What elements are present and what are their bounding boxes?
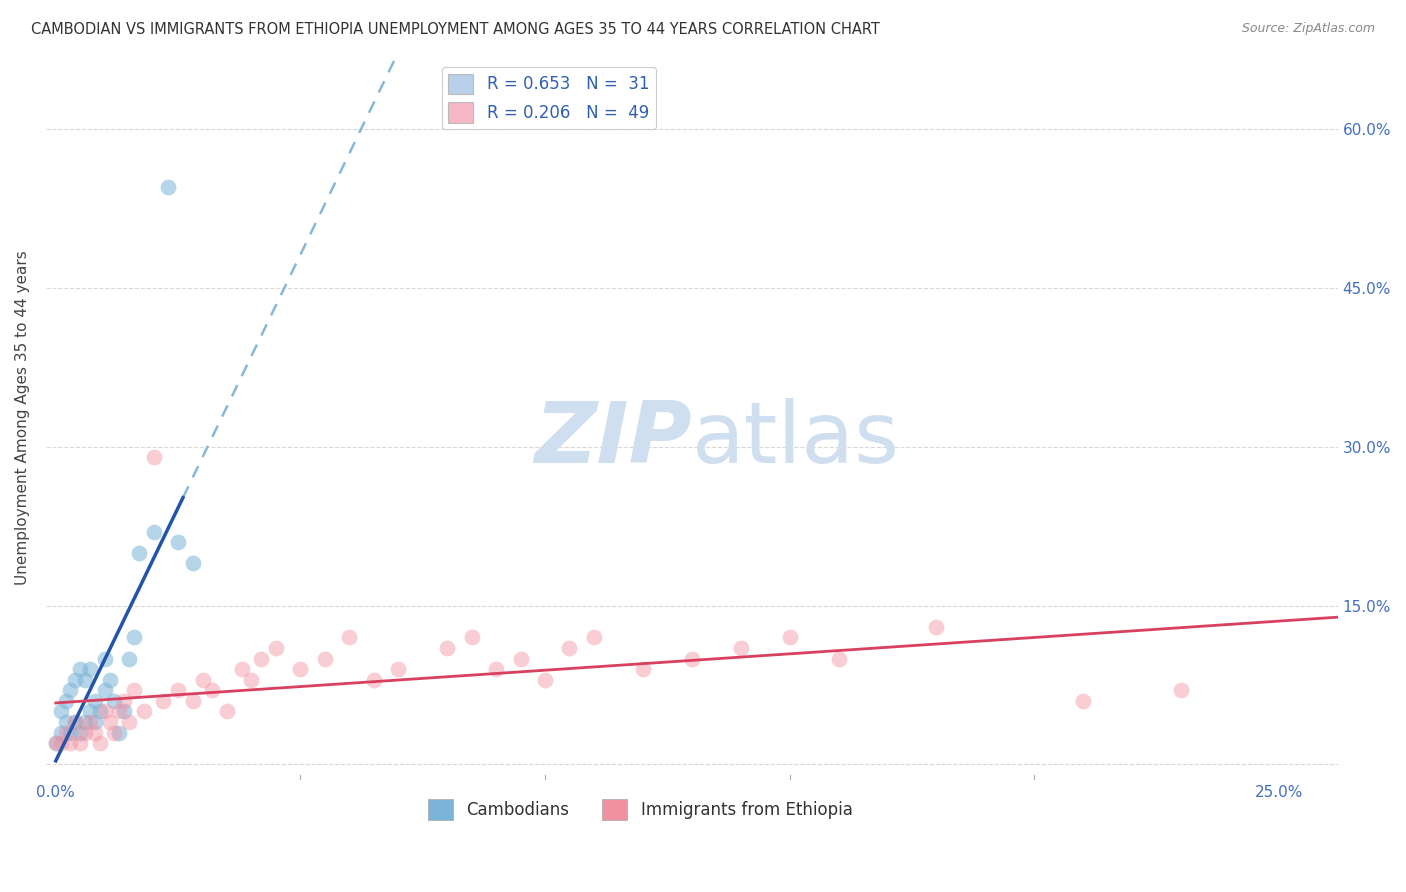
Text: Source: ZipAtlas.com: Source: ZipAtlas.com (1241, 22, 1375, 36)
Point (69, 725, 91, 739)
Point (108, 705, 131, 719)
Point (1170, 683, 1192, 698)
Point (534, 673, 557, 687)
Point (250, 651, 273, 665)
Point (337, 631, 360, 645)
Point (55, 694, 77, 708)
Point (59, 725, 82, 739)
Point (122, 631, 145, 645)
Point (45, 736, 67, 750)
Point (93, 683, 115, 698)
Text: atlas: atlas (692, 398, 900, 481)
Point (75, 715, 97, 730)
Point (75, 725, 97, 739)
Point (191, 673, 214, 687)
Point (89, 705, 111, 719)
Y-axis label: Unemployment Among Ages 35 to 44 years: Unemployment Among Ages 35 to 44 years (15, 251, 30, 585)
Point (93, 705, 115, 719)
Point (79, 715, 101, 730)
Point (55, 715, 77, 730)
Point (65, 673, 87, 687)
Point (65, 715, 87, 730)
Text: CAMBODIAN VS IMMIGRANTS FROM ETHIOPIA UNEMPLOYMENT AMONG AGES 35 TO 44 YEARS COR: CAMBODIAN VS IMMIGRANTS FROM ETHIOPIA UN… (31, 22, 880, 37)
Point (436, 640, 458, 655)
Point (681, 651, 703, 665)
Point (363, 673, 385, 687)
Point (142, 450, 165, 465)
Point (98, 715, 121, 730)
Text: ZIP: ZIP (534, 398, 692, 481)
Point (314, 651, 336, 665)
Point (112, 694, 135, 708)
Point (103, 694, 125, 708)
Point (485, 662, 508, 676)
Point (582, 631, 605, 645)
Point (460, 631, 482, 645)
Point (631, 662, 654, 676)
Point (925, 620, 948, 634)
Point (827, 651, 849, 665)
Point (98, 673, 121, 687)
Point (181, 694, 204, 708)
Point (108, 725, 131, 739)
Point (157, 180, 180, 194)
Point (49, 736, 72, 750)
Point (167, 683, 190, 698)
Point (65, 715, 87, 730)
Point (122, 683, 145, 698)
Point (83, 694, 105, 708)
Point (45, 736, 67, 750)
Point (142, 524, 165, 539)
Point (93, 651, 115, 665)
Point (103, 725, 125, 739)
Point (181, 556, 204, 570)
Point (558, 640, 581, 655)
Point (59, 683, 82, 698)
Point (132, 705, 155, 719)
Point (79, 705, 101, 719)
Point (215, 705, 238, 719)
Point (128, 546, 150, 560)
Point (75, 673, 97, 687)
Point (79, 662, 101, 676)
Point (201, 683, 224, 698)
Point (152, 694, 174, 708)
Point (49, 705, 72, 719)
Point (49, 725, 72, 739)
Point (89, 736, 111, 750)
Point (69, 736, 91, 750)
Point (779, 631, 801, 645)
Point (112, 705, 135, 719)
Point (240, 673, 263, 687)
Point (118, 715, 141, 730)
Point (387, 662, 409, 676)
Point (509, 651, 531, 665)
Point (83, 725, 105, 739)
Point (231, 662, 253, 676)
Point (1071, 694, 1094, 708)
Point (730, 640, 752, 655)
Point (118, 651, 141, 665)
Point (264, 640, 287, 655)
Point (55, 725, 77, 739)
Point (167, 535, 190, 549)
Point (83, 715, 105, 730)
Legend: Cambodians, Immigrants from Ethiopia: Cambodians, Immigrants from Ethiopia (420, 793, 859, 826)
Point (59, 736, 82, 750)
Point (290, 662, 312, 676)
Point (69, 662, 91, 676)
